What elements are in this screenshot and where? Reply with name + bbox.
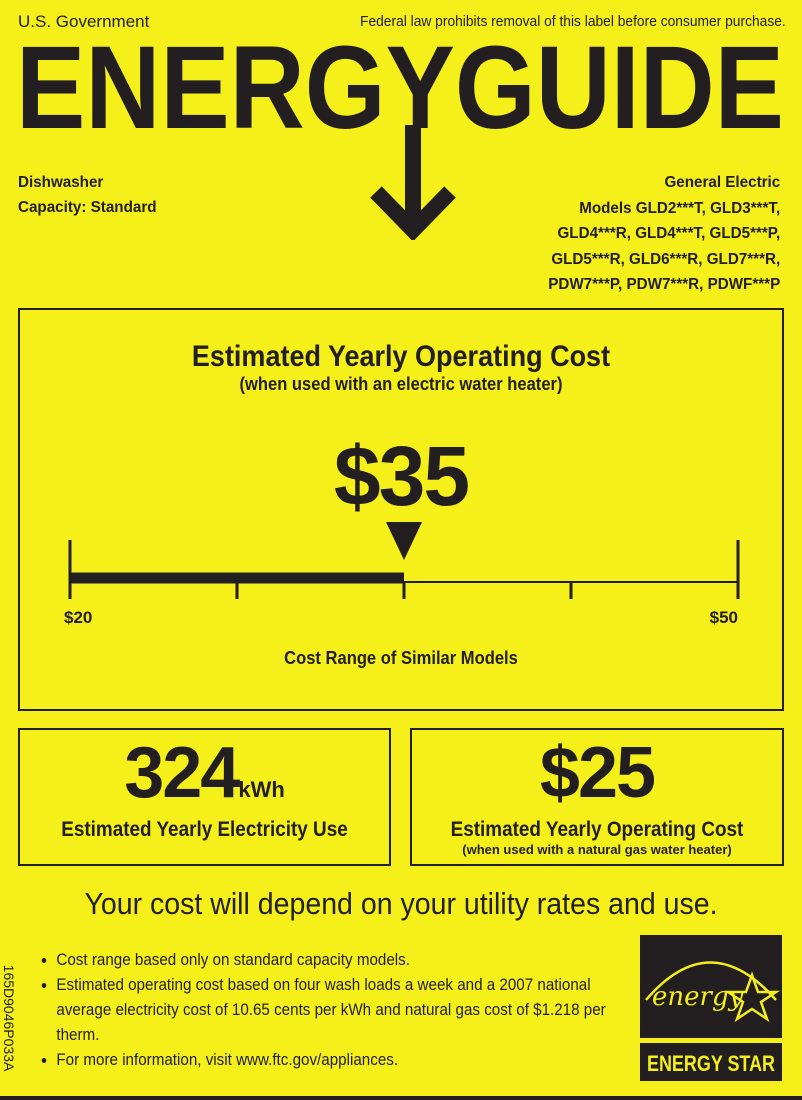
range-max-label: $50 xyxy=(709,608,738,627)
energyguide-logo: ENERGYGUIDE xyxy=(16,40,784,240)
energy-star-script: energy xyxy=(652,982,744,1012)
model-line: Models GLD2***T, GLD3***T, xyxy=(578,199,780,217)
gas-cost-value: $25 xyxy=(539,733,656,813)
kwh-unit: kWh xyxy=(238,777,285,802)
operating-cost-box: Estimated Yearly Operating Cost (when us… xyxy=(18,308,784,711)
product-type: Dishwasher xyxy=(18,174,104,191)
footnote: Cost range based only on standard capaci… xyxy=(56,948,608,973)
star-icon xyxy=(723,971,781,1023)
issuer-text: U.S. Government xyxy=(18,12,150,31)
operating-cost-title: Estimated Yearly Operating Cost xyxy=(191,340,611,373)
kwh-number: 324 xyxy=(124,733,240,813)
down-arrow-icon xyxy=(370,125,456,240)
electricity-use-value: 324kWh xyxy=(20,732,389,814)
operating-cost-subtitle: (when used with an electric water heater… xyxy=(239,374,563,394)
cost-disclaimer: Your cost will depend on your utility ra… xyxy=(84,886,718,921)
manufacturer: General Electric xyxy=(664,174,780,191)
removal-notice: Federal law prohibits removal of this la… xyxy=(360,13,786,30)
product-info: Dishwasher Capacity: Standard xyxy=(18,170,157,220)
cost-range-scale xyxy=(68,522,740,599)
label-code: 165D9046P033A xyxy=(1,964,17,1072)
gas-cost-box: $25 Estimated Yearly Operating Cost (whe… xyxy=(410,728,784,866)
energy-star-logo: energy ENERGY STAR xyxy=(640,935,782,1081)
footnote: Estimated operating cost based on four w… xyxy=(56,973,608,1048)
range-min-label: $20 xyxy=(64,608,93,627)
model-line: GLD5***R, GLD6***R, GLD7***R, xyxy=(551,250,780,268)
range-caption: Cost Range of Similar Models xyxy=(284,648,518,668)
gas-cost-subtitle: (when used with a natural gas water heat… xyxy=(462,842,732,857)
energyguide-logo-text: ENERGYGUIDE xyxy=(16,40,784,154)
model-line: PDW7***P, PDW7***R, PDWF***P xyxy=(547,276,780,293)
model-line: GLD4***R, GLD4***T, GLD5***P, xyxy=(557,225,780,242)
footnotes: Cost range based only on standard capaci… xyxy=(38,948,608,1073)
gas-cost-label: Estimated Yearly Operating Cost xyxy=(450,818,744,841)
operating-cost-value: $35 xyxy=(333,429,470,523)
footnote: For more information, visit www.ftc.gov/… xyxy=(56,1048,608,1073)
electricity-use-label: Estimated Yearly Electricity Use xyxy=(61,818,348,841)
electricity-use-box: 324kWh Estimated Yearly Electricity Use xyxy=(18,728,391,866)
cost-marker-icon xyxy=(386,522,422,560)
product-capacity: Capacity: Standard xyxy=(18,199,157,216)
bottom-border xyxy=(0,1096,802,1100)
manufacturer-info: General Electric Models GLD2***T, GLD3**… xyxy=(548,170,780,298)
energy-star-label: ENERGY STAR xyxy=(647,1051,775,1076)
